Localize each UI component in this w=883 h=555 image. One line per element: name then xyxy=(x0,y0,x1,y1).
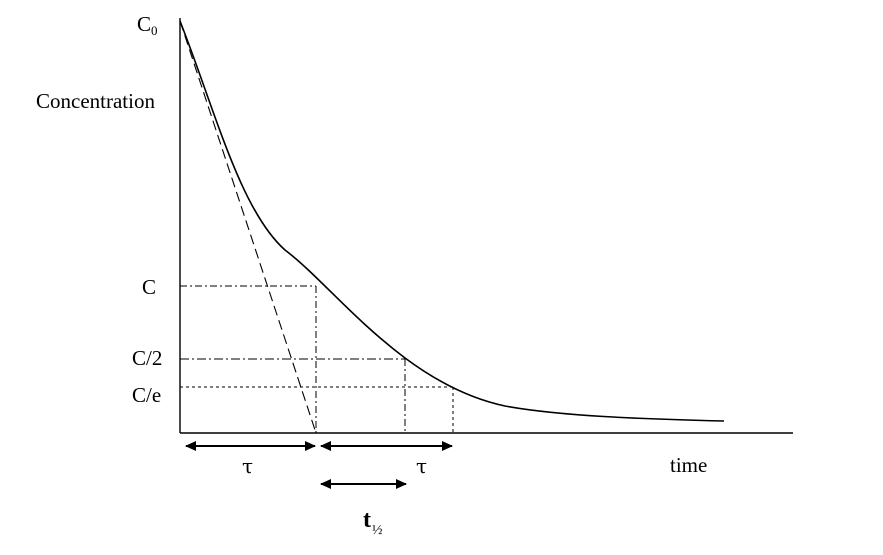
half-life-label-sub: ½ xyxy=(372,523,383,538)
c0-label: C0 xyxy=(137,12,158,38)
half-life-label-main: t xyxy=(363,507,371,533)
tau-label-first: τ xyxy=(242,454,254,478)
decay-curve xyxy=(179,20,725,422)
half-life-label: t½ xyxy=(363,507,383,538)
c-e-label: C/e xyxy=(132,383,162,407)
c-half-label: C/2 xyxy=(132,346,163,370)
initial-tangent-line xyxy=(179,20,317,434)
tau-label-second: τ xyxy=(416,454,428,478)
c0-label-sub: 0 xyxy=(151,23,158,38)
c0-label-main: C xyxy=(137,12,152,36)
x-axis-title: time xyxy=(670,453,708,477)
c-label: C xyxy=(142,275,157,299)
y-axis-title: Concentration xyxy=(36,89,155,113)
